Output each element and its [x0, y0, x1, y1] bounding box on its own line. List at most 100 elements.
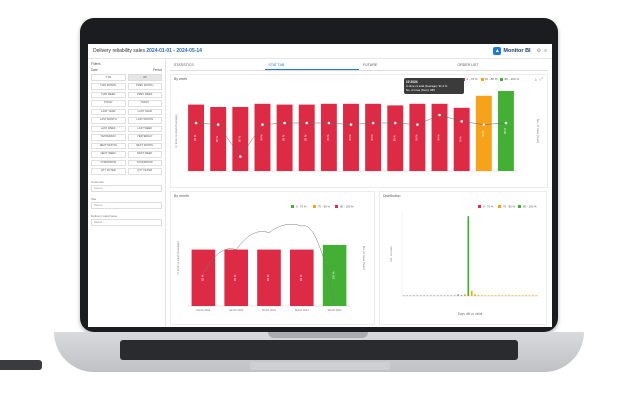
- period-button[interactable]: THIS WEEK: [91, 91, 126, 98]
- site-select[interactable]: Select...: [91, 201, 162, 209]
- period-button[interactable]: LAST YEAR: [91, 108, 126, 115]
- download-icon[interactable]: ⤓: [535, 76, 537, 81]
- period-button[interactable]: NEXT WEEK: [91, 151, 126, 158]
- week-panel-title: By week: [174, 77, 188, 81]
- period-button[interactable]: NEXT MONTH: [91, 142, 126, 149]
- week-trend-point: [504, 121, 508, 125]
- date-range[interactable]: 2024-01-01 - 2024-05-14: [146, 48, 202, 54]
- legend-swatch: [335, 205, 338, 208]
- week-trend-point: [194, 121, 198, 125]
- period-button[interactable]: THIS MONTH: [91, 83, 126, 90]
- distribution-bar: [535, 295, 538, 296]
- period-toggle: YTD All: [91, 74, 162, 81]
- period-button[interactable]: TOMORROW: [127, 159, 162, 166]
- week-bar: [276, 104, 293, 171]
- month-bar-label: 82 %: [299, 274, 303, 281]
- legend-swatch: [478, 205, 481, 208]
- legend-label: 70 - 80 %: [318, 205, 330, 209]
- month-tick-label: Month 2024: [262, 308, 276, 312]
- tooltip-title: 10 2024: [406, 80, 418, 84]
- distribution-bar: [443, 295, 446, 296]
- y-axis-label: No. of rows: [389, 246, 393, 262]
- tab-future[interactable]: FUTURE: [363, 63, 378, 67]
- warehouse-label: Delivery warehouse: [91, 213, 118, 218]
- period-button[interactable]: LAST WEEK: [127, 125, 162, 132]
- legend-label: 0 - 70 %: [296, 205, 307, 209]
- distribution-bar: [426, 295, 429, 296]
- week-trend-point: [327, 121, 331, 125]
- toggle-ytd[interactable]: YTD: [91, 74, 126, 81]
- tab-order-list[interactable]: ORDER LIST: [457, 63, 479, 67]
- distribution-chart: No. of rows Days diff vs initial 0 - 70 % 7…: [389, 205, 538, 316]
- customer-select[interactable]: Select...: [91, 184, 162, 192]
- other-device-edge: [0, 360, 42, 370]
- week-trend-point: [216, 123, 220, 127]
- distribution-bar: [474, 294, 476, 296]
- period-button[interactable]: NEXT WEEK: [127, 151, 162, 158]
- distribution-bar: [525, 295, 527, 296]
- month-chart: In time vs total (Average) No. of rows (S…: [176, 205, 366, 313]
- week-bar-label: 84 %: [370, 134, 374, 141]
- tooltip-line1: In time vs total (Average): 91.2 %: [406, 84, 448, 88]
- legend-swatch: [291, 205, 294, 208]
- month-bar-label: 84 %: [266, 274, 270, 281]
- toggle-all[interactable]: All: [127, 74, 162, 81]
- distribution-bar: [402, 295, 405, 296]
- period-button[interactable]: TOMORROW: [91, 159, 126, 166]
- month-panel-title: By month: [174, 194, 189, 198]
- week-bar: [210, 107, 227, 171]
- month-bar: [257, 249, 281, 306]
- week-bar: [453, 107, 470, 171]
- period-button[interactable]: YESTERDAY: [127, 134, 162, 141]
- week-trend-point: [393, 121, 397, 125]
- app-screen: Delivery reliability sales 2024-01-01 - …: [88, 44, 552, 327]
- week-bar: [298, 104, 315, 171]
- month-trend-line: [203, 223, 335, 307]
- warehouse-select[interactable]: Select...: [91, 218, 162, 226]
- period-button[interactable]: QTY FILTER: [127, 168, 162, 175]
- week-tools: ⤓ ⤢: [535, 76, 543, 81]
- distribution-bar: [491, 295, 493, 296]
- week-trend-point: [371, 121, 375, 125]
- laptop-notch: [268, 332, 368, 338]
- week-bar: [387, 105, 404, 171]
- distribution-bar: [413, 295, 415, 296]
- week-bar-label: 94 %: [481, 130, 485, 137]
- week-trend-point: [460, 119, 464, 123]
- menu-icon[interactable]: ≡: [544, 48, 547, 54]
- week-bar-label: 83 %: [282, 134, 286, 141]
- period-button[interactable]: LAST MONTH: [127, 117, 162, 124]
- tab-statistics[interactable]: STATISTICS: [174, 63, 194, 67]
- period-button[interactable]: LAST MONTH: [91, 117, 126, 124]
- tab-stat[interactable]: STAT TAB: [264, 61, 359, 70]
- laptop-trackpad: [250, 362, 390, 370]
- period-button[interactable]: QTY FILTER: [91, 168, 126, 175]
- distribution-bar: [511, 295, 514, 296]
- period-button[interactable]: PREV MONTH: [127, 83, 162, 90]
- period-button[interactable]: PREV WEEK: [127, 91, 162, 98]
- period-button[interactable]: TODAY: [91, 100, 126, 107]
- expand-icon[interactable]: ⤢: [539, 76, 543, 81]
- settings-icon[interactable]: ⚙: [536, 48, 542, 54]
- tooltip-line2: No. of rows (Sum): 289: [406, 88, 435, 92]
- period-button[interactable]: YESTERDAY: [91, 134, 126, 141]
- period-button[interactable]: TODAY: [127, 100, 162, 107]
- date-heading: Date: [91, 68, 98, 72]
- period-button[interactable]: LAST YEAR: [127, 108, 162, 115]
- x-axis-label: Days diff vs initial: [458, 312, 483, 316]
- month-tick-label: Month 2024: [197, 308, 211, 312]
- distribution-bar: [501, 295, 504, 296]
- week-bar: [320, 103, 337, 171]
- distribution-bar: [532, 295, 534, 296]
- period-button[interactable]: LAST WEEK: [91, 125, 126, 132]
- distribution-bar: [406, 295, 408, 296]
- period-button[interactable]: NEXT MONTH: [127, 142, 162, 149]
- distribution-bar: [460, 295, 463, 296]
- month-tick-label: Month 2024: [328, 308, 342, 312]
- page-title: Delivery reliability sales 2024-01-01 - …: [93, 48, 202, 54]
- month-bar: [289, 249, 314, 306]
- week-bar-label: 80 %: [215, 135, 219, 142]
- week-bar-label: 83 %: [304, 134, 308, 141]
- distribution-bar: [494, 295, 497, 296]
- distribution-bar: [467, 216, 470, 296]
